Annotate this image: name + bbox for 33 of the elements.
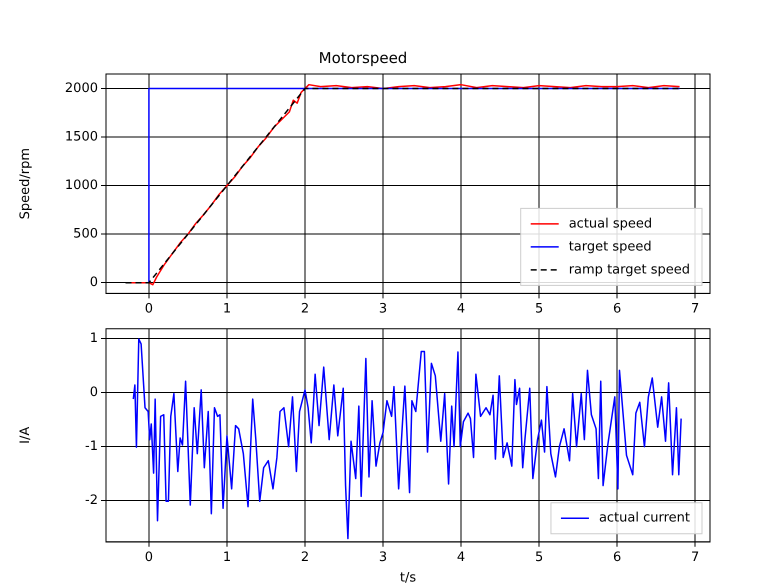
x-tick-label: 0 — [144, 550, 154, 565]
x-tick-label: 7 — [691, 302, 700, 317]
x-tick-label: 2 — [300, 550, 310, 565]
y-axis-title: Speed/rpm — [18, 148, 34, 220]
y-tick-label: 500 — [73, 226, 98, 242]
y-tick-label: 1500 — [64, 129, 98, 144]
x-tick-label: 5 — [534, 550, 544, 565]
y-tick-label: 1000 — [64, 178, 98, 194]
y-tick-label: -2 — [85, 493, 98, 508]
y-tick-label: 2000 — [64, 80, 98, 96]
y-tick-label: 1 — [90, 330, 98, 346]
x-tick-label: 4 — [456, 550, 466, 565]
y-tick-label: -1 — [85, 439, 98, 454]
legend-label: ramp target speed — [568, 262, 690, 278]
y-axis-title: I/A — [18, 426, 34, 444]
x-tick-label: 4 — [456, 302, 466, 317]
x-tick-label: 1 — [222, 302, 232, 317]
x-tick-label: 1 — [222, 550, 232, 565]
x-tick-label: 7 — [691, 550, 700, 565]
x-tick-label: 3 — [378, 302, 388, 317]
x-tick-label: 2 — [300, 302, 310, 317]
x-tick-label: 6 — [612, 550, 622, 565]
legend-label: actual speed — [568, 216, 652, 232]
y-tick-label: 0 — [90, 384, 98, 400]
x-tick-label: 3 — [378, 550, 388, 565]
x-axis-title: t/s — [400, 570, 416, 586]
x-tick-label: 6 — [612, 302, 622, 317]
x-tick-label: 5 — [534, 302, 544, 317]
legend-label: target speed — [568, 239, 652, 254]
legend-label: actual current — [598, 510, 690, 526]
chart-title: Motorspeed — [318, 48, 408, 67]
x-tick-label: 0 — [144, 302, 154, 317]
y-tick-label: 0 — [90, 275, 98, 290]
